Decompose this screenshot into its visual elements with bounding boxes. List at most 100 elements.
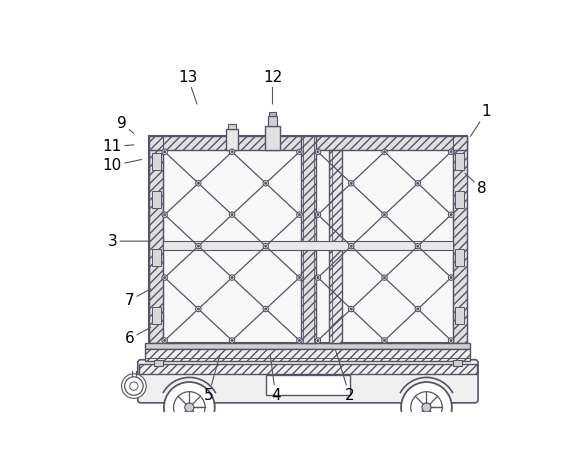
Bar [453,137,467,343]
Circle shape [130,382,138,390]
Bar [163,137,453,343]
Circle shape [263,244,269,249]
Circle shape [315,212,321,218]
Circle shape [383,339,386,342]
Circle shape [197,308,200,310]
Circle shape [229,149,234,155]
Bar [154,360,163,366]
Text: 7: 7 [124,289,151,308]
Circle shape [265,308,267,310]
Circle shape [415,307,420,312]
Circle shape [185,403,194,412]
Circle shape [163,276,166,279]
Text: 13: 13 [178,69,197,104]
Bar [228,124,236,129]
Circle shape [296,149,302,155]
Circle shape [296,275,302,280]
Circle shape [162,338,167,343]
Text: 12: 12 [263,69,282,104]
Circle shape [231,213,233,216]
Circle shape [231,150,233,153]
Circle shape [298,339,301,342]
Bar [152,153,161,169]
Circle shape [450,150,452,153]
Circle shape [229,338,234,343]
Circle shape [162,149,167,155]
Circle shape [415,181,420,186]
Circle shape [450,276,452,279]
Circle shape [196,307,201,312]
Circle shape [349,307,354,312]
Circle shape [382,149,387,155]
Circle shape [382,338,387,343]
Bar [152,191,161,208]
Circle shape [162,212,167,218]
Circle shape [350,245,353,247]
Circle shape [401,382,452,433]
Circle shape [415,244,420,249]
Bar [303,137,314,343]
Circle shape [382,212,387,218]
Circle shape [197,245,200,247]
Bar [145,349,470,361]
Bar [268,116,277,125]
Bar [152,307,161,324]
Circle shape [315,149,321,155]
Bar [225,129,238,150]
Circle shape [317,339,319,342]
Circle shape [350,308,353,310]
Bar [149,137,467,343]
Bar [329,150,342,343]
Circle shape [263,181,269,186]
Text: 2: 2 [336,350,354,403]
Circle shape [296,212,302,218]
Circle shape [298,213,301,216]
Circle shape [162,275,167,280]
Circle shape [163,339,166,342]
Circle shape [450,339,452,342]
Circle shape [163,150,166,153]
Circle shape [315,338,321,343]
Text: 9: 9 [117,116,134,133]
Text: 5: 5 [204,354,220,403]
Circle shape [196,244,201,249]
Circle shape [174,392,205,423]
Circle shape [229,212,234,218]
Circle shape [296,338,302,343]
Text: 1: 1 [470,104,492,137]
Circle shape [349,181,354,186]
Circle shape [382,275,387,280]
Circle shape [417,308,419,310]
Bar [163,241,453,250]
Circle shape [317,213,319,216]
Circle shape [411,392,442,423]
Circle shape [229,275,234,280]
Circle shape [383,150,386,153]
Circle shape [263,307,269,312]
Circle shape [383,213,386,216]
Circle shape [163,213,166,216]
Circle shape [196,181,201,186]
Circle shape [298,276,301,279]
Text: 4: 4 [270,354,280,403]
Bar [152,249,161,266]
Text: 8: 8 [465,173,487,196]
Circle shape [422,403,431,412]
Bar [140,363,477,374]
Bar [149,137,163,343]
Bar [455,249,464,266]
Circle shape [122,374,146,398]
Text: 11: 11 [102,139,134,154]
Circle shape [231,276,233,279]
Bar [265,125,280,150]
Circle shape [231,339,233,342]
Bar [455,191,464,208]
Bar [149,137,467,150]
Text: 6: 6 [124,327,151,346]
Circle shape [317,276,319,279]
Circle shape [383,276,386,279]
Bar [301,137,316,343]
Bar [266,375,350,395]
Circle shape [448,275,454,280]
Bar [269,112,276,116]
